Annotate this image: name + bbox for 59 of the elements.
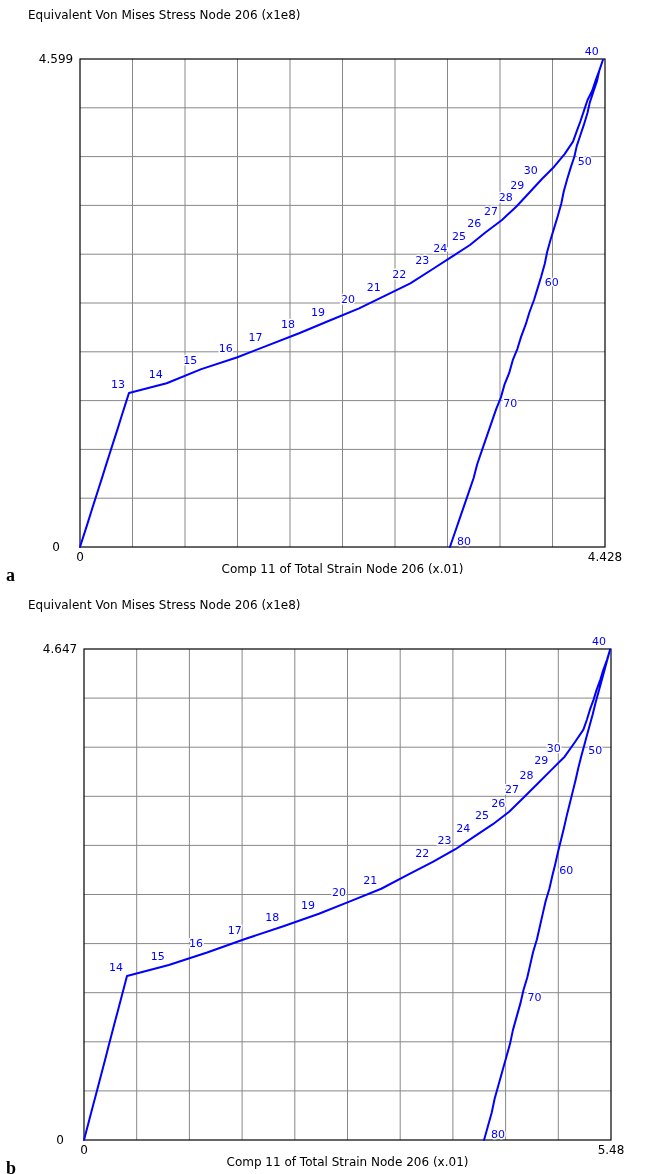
x-axis-title: Comp 11 of Total Strain Node 206 (x.01) — [226, 1155, 469, 1169]
y-tick-label: 0 — [52, 540, 60, 554]
y-tick-label: 4.647 — [42, 642, 78, 656]
annotation: 30 — [546, 741, 561, 755]
annotation: 21 — [366, 280, 381, 294]
x-tick-label: 4.428 — [587, 550, 623, 564]
annotation: 40 — [592, 634, 607, 648]
annotation: 16 — [189, 937, 204, 951]
annotation: 22 — [415, 846, 430, 860]
annotation: 15 — [150, 950, 165, 964]
annotation: 80 — [456, 535, 471, 548]
annotation: 60 — [559, 863, 574, 877]
x-axis-title: Comp 11 of Total Strain Node 206 (x.01) — [221, 562, 464, 576]
annotation: 13 — [110, 378, 125, 392]
x-tick-label: 5.48 — [597, 1143, 625, 1157]
annotation: 29 — [534, 754, 549, 768]
annotation: 40 — [584, 44, 599, 58]
annotation: 28 — [519, 768, 534, 782]
annotation: 21 — [363, 873, 378, 887]
annotation: 16 — [218, 342, 233, 356]
annotation: 17 — [248, 330, 263, 344]
annotation: 25 — [474, 809, 489, 823]
annotation: 50 — [588, 744, 603, 758]
annotation: 29 — [510, 178, 525, 192]
annotation: 19 — [311, 305, 326, 319]
annotation: 27 — [483, 204, 498, 218]
annotation: 27 — [504, 783, 519, 797]
text: a — [6, 565, 15, 585]
annotation: 18 — [281, 318, 296, 332]
annotation: 22 — [392, 268, 407, 282]
annotation: 24 — [456, 821, 471, 835]
annotation: 23 — [437, 834, 452, 848]
annotation: 14 — [108, 961, 123, 975]
annotation: 30 — [523, 164, 538, 178]
annotation: 70 — [527, 990, 542, 1004]
annotation: 60 — [544, 276, 559, 290]
text: b — [6, 1158, 17, 1174]
annotation: 17 — [227, 923, 242, 937]
annotation: 20 — [332, 886, 346, 900]
annotation: 23 — [415, 253, 430, 267]
annotation: 50 — [577, 155, 592, 169]
annotation: 24 — [433, 242, 448, 256]
y-axis-title: Equivalent Von Mises Stress Node 206 (x1e8) — [28, 8, 301, 22]
annotation: 80 — [491, 1128, 506, 1141]
annotation: 70 — [503, 397, 518, 411]
annotation: 14 — [148, 368, 163, 382]
annotation: 18 — [265, 911, 280, 925]
y-tick-label: 4.599 — [38, 52, 74, 66]
annotation: 28 — [498, 191, 513, 205]
line-series — [83, 648, 612, 1141]
annotation: 15 — [183, 354, 198, 368]
line-series — [79, 58, 604, 548]
annotation: 26 — [467, 217, 482, 231]
y-axis-title: Equivalent Von Mises Stress Node 206 (x1e8) — [28, 598, 301, 612]
annotation: 19 — [300, 898, 315, 912]
annotation: 25 — [451, 230, 466, 244]
annotation: 26 — [491, 796, 506, 810]
y-tick-label: 0 — [56, 1133, 64, 1147]
annotation: 20 — [341, 293, 356, 307]
